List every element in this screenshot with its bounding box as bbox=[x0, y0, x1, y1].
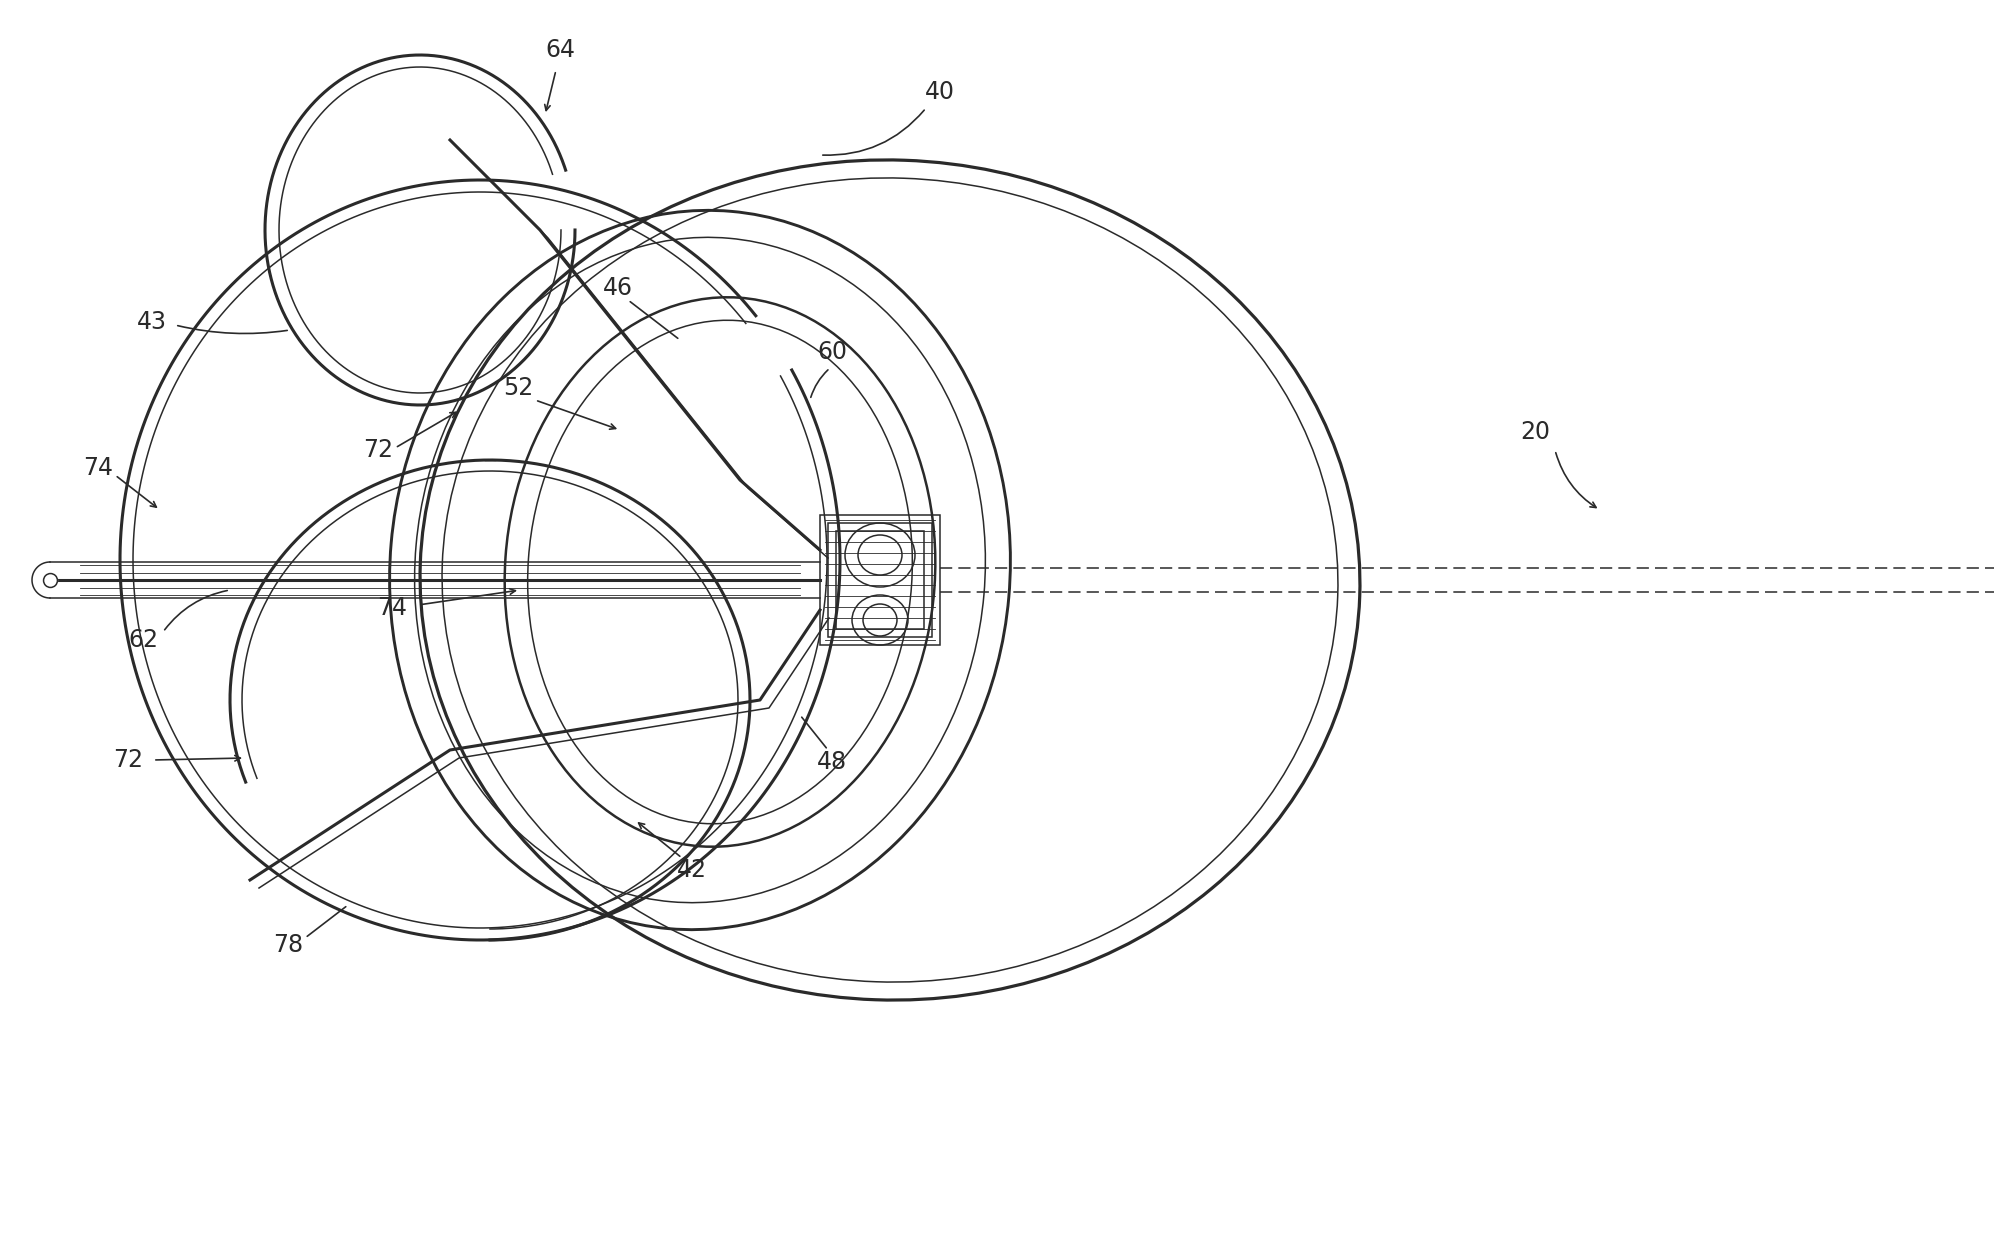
Bar bbox=[820, 515, 939, 645]
Text: 40: 40 bbox=[925, 79, 955, 105]
Text: 60: 60 bbox=[818, 340, 847, 364]
Text: 42: 42 bbox=[678, 858, 708, 882]
Text: 62: 62 bbox=[128, 627, 158, 651]
Bar bbox=[828, 523, 931, 638]
Text: 72: 72 bbox=[363, 438, 393, 462]
Text: 64: 64 bbox=[544, 38, 574, 62]
Text: 48: 48 bbox=[818, 750, 847, 774]
Text: 74: 74 bbox=[84, 456, 114, 480]
Text: 72: 72 bbox=[114, 748, 144, 772]
Text: 78: 78 bbox=[273, 932, 303, 958]
Text: 52: 52 bbox=[502, 375, 532, 399]
Text: 74: 74 bbox=[377, 596, 407, 620]
Text: 20: 20 bbox=[1519, 420, 1549, 444]
Text: 46: 46 bbox=[602, 276, 632, 300]
Text: 43: 43 bbox=[138, 310, 167, 334]
Bar bbox=[835, 530, 923, 629]
